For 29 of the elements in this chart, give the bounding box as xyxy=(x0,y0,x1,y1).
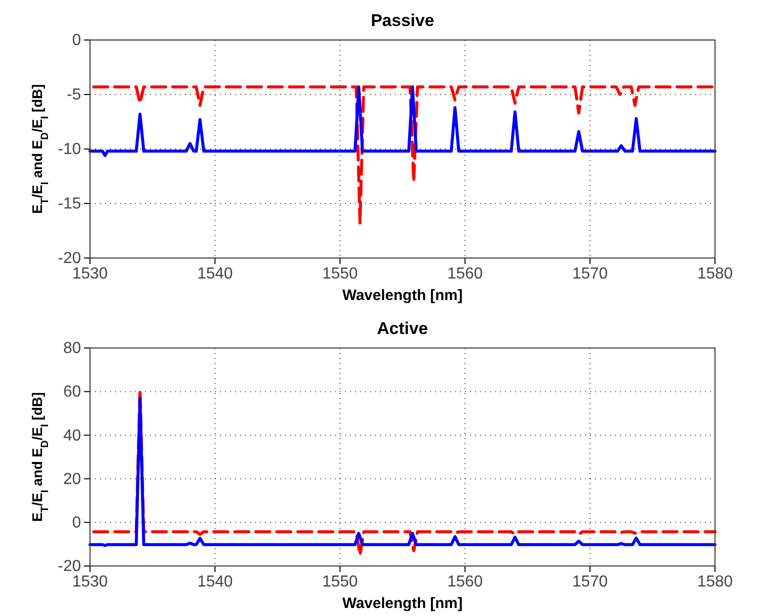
x-tick-label: 1570 xyxy=(572,265,608,282)
line-series xyxy=(88,85,716,158)
x-tick-label: 1530 xyxy=(72,265,108,282)
y-tick-label: 0 xyxy=(72,514,82,532)
y-tick-label: 80 xyxy=(63,340,82,358)
x-tick-label: 1580 xyxy=(697,265,733,282)
x-tick-label: 1550 xyxy=(322,265,358,282)
y-tick-label: 40 xyxy=(63,427,82,444)
y-tick-label: -20 xyxy=(58,250,82,268)
y-tick-label: -5 xyxy=(66,86,82,104)
x-tick-label: 1560 xyxy=(447,573,483,590)
x-tick-label: 1550 xyxy=(322,573,358,590)
y-tick-label: -20 xyxy=(58,558,82,576)
x-axis-title: Wavelength [nm] xyxy=(342,595,463,612)
chart-title: Active xyxy=(376,319,428,338)
x-tick-label: 1540 xyxy=(197,573,233,590)
x-tick-label: 1560 xyxy=(447,265,483,282)
x-tick-label: 1530 xyxy=(72,573,108,590)
line-series xyxy=(92,85,716,225)
x-tick-label: 1570 xyxy=(572,573,608,590)
y-tick-label: 0 xyxy=(72,32,82,50)
x-tick-label: 1540 xyxy=(197,265,233,282)
chart-title: Passive xyxy=(370,11,434,30)
y-tick-label: 60 xyxy=(63,384,82,401)
x-tick-label: 1580 xyxy=(697,573,733,590)
y-tick-label: -10 xyxy=(58,141,82,158)
y-tick-label: 20 xyxy=(63,470,82,488)
x-axis-title: Wavelength [nm] xyxy=(342,287,463,304)
y-tick-label: -15 xyxy=(58,196,82,213)
